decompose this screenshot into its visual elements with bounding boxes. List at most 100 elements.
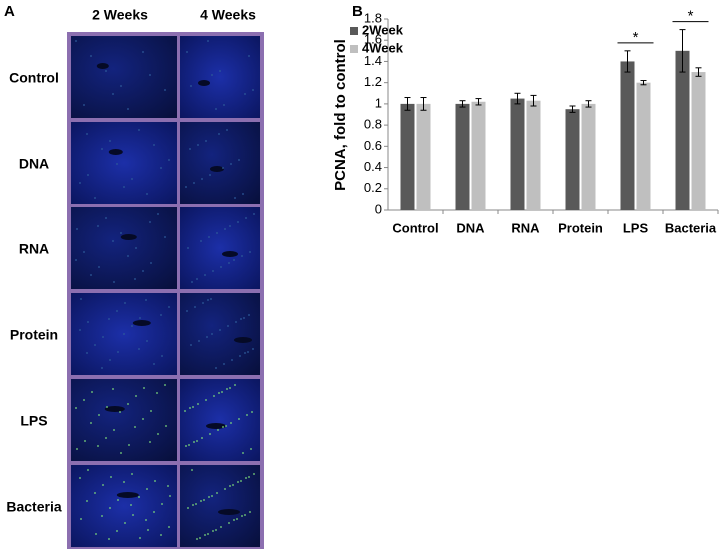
micrograph-speck	[123, 186, 125, 188]
micrograph-speck	[91, 391, 93, 393]
micrograph-speck	[186, 310, 188, 312]
micrograph-speck	[230, 422, 232, 424]
micrograph-speck	[153, 363, 155, 365]
micrograph-speck	[142, 418, 144, 420]
y-tick-label: 0	[375, 201, 382, 216]
micrograph-speck	[138, 129, 140, 131]
micrograph-speck	[164, 89, 166, 91]
error-bar	[530, 94, 537, 107]
error-bar	[585, 100, 592, 108]
micrograph	[180, 465, 260, 547]
micrograph-speck	[76, 448, 78, 450]
y-tick-label: 1.8	[364, 10, 382, 25]
micrograph-speck	[228, 522, 230, 524]
micrograph-speck	[98, 414, 100, 416]
micrograph-speck	[213, 395, 215, 397]
micrograph-speck	[226, 388, 228, 390]
micrograph-speck	[75, 40, 77, 42]
y-tick-label: 0.2	[364, 180, 382, 195]
error-bar	[459, 100, 466, 108]
micrograph-speck	[120, 232, 122, 234]
micrograph-speck	[208, 496, 210, 498]
micrograph-speck	[124, 302, 126, 304]
micrograph-speck	[201, 178, 203, 180]
x-tick-label: Bacteria	[665, 220, 717, 235]
row-label: Control	[9, 70, 59, 86]
micrograph-speck	[116, 163, 118, 165]
micrograph	[180, 122, 260, 204]
bar	[581, 103, 596, 210]
micrograph-feature	[206, 423, 226, 429]
micrograph	[180, 207, 260, 289]
bar	[620, 61, 635, 210]
bar	[416, 103, 431, 210]
micrograph-speck	[199, 537, 201, 539]
micrograph-speck	[139, 317, 141, 319]
micrograph	[71, 207, 177, 289]
panel-label: A	[4, 3, 15, 20]
micrograph-speck	[187, 507, 189, 509]
micrograph-speck	[80, 518, 82, 520]
micrograph-speck	[169, 495, 171, 497]
panel-label: B	[352, 3, 363, 20]
micrograph-speck	[86, 500, 88, 502]
y-tick-label: 0.6	[364, 138, 382, 153]
y-tick-label: 1.2	[364, 74, 382, 89]
micrograph-speck	[131, 473, 133, 475]
micrograph-speck	[184, 410, 186, 412]
micrograph-speck	[109, 140, 111, 142]
micrograph-speck	[190, 85, 192, 87]
x-tick-label: RNA	[511, 220, 540, 235]
micrograph-feature	[210, 166, 224, 172]
micrograph-speck	[106, 406, 108, 408]
micrograph-feature	[104, 406, 125, 412]
micrograph-speck	[216, 492, 218, 494]
micrograph-speck	[132, 514, 134, 516]
micrograph-speck	[245, 217, 247, 219]
micrograph-speck	[191, 281, 193, 283]
legend-label: 4Week	[362, 40, 404, 55]
micrograph-speck	[185, 445, 187, 447]
micrograph-speck	[83, 251, 85, 253]
y-tick-label: 1.6	[364, 32, 382, 47]
micrograph-speck	[240, 480, 242, 482]
micrograph-speck	[202, 302, 204, 304]
micrograph-speck	[153, 144, 155, 146]
micrograph-speck	[109, 507, 111, 509]
micrograph-speck	[209, 174, 211, 176]
micrograph-speck	[119, 411, 121, 413]
micrograph-speck	[108, 318, 110, 320]
micrograph	[180, 36, 260, 118]
micrograph-speck	[206, 336, 208, 338]
micrograph-speck	[195, 503, 197, 505]
significance-mark: *	[633, 29, 639, 46]
error-bar	[695, 67, 702, 77]
micrograph-speck	[211, 495, 213, 497]
micrograph-speck	[212, 530, 214, 532]
micrograph	[71, 465, 177, 547]
micrograph-speck	[227, 325, 229, 327]
micrograph-speck	[211, 333, 213, 335]
micrograph-speck	[168, 526, 170, 528]
micrograph-speck	[123, 333, 125, 335]
micrograph-speck	[186, 51, 188, 53]
micrograph-speck	[149, 74, 151, 76]
micrograph-feature	[132, 320, 151, 326]
micrograph-speck	[101, 148, 103, 150]
micrograph-speck	[117, 499, 119, 501]
micrograph-speck	[79, 477, 81, 479]
bar	[526, 100, 541, 210]
micrograph-speck	[238, 418, 240, 420]
micrograph-speck	[150, 262, 152, 264]
x-tick-label: Control	[392, 220, 438, 235]
micrograph-speck	[79, 182, 81, 184]
micrograph-speck	[194, 306, 196, 308]
micrograph-speck	[207, 299, 209, 301]
y-tick-label: 1	[375, 95, 382, 110]
micrograph-speck	[109, 359, 111, 361]
micrograph-speck	[232, 484, 234, 486]
micrograph-speck	[233, 519, 235, 521]
micrograph-speck	[223, 104, 225, 106]
micrograph-speck	[161, 503, 163, 505]
micrograph-speck	[83, 104, 85, 106]
